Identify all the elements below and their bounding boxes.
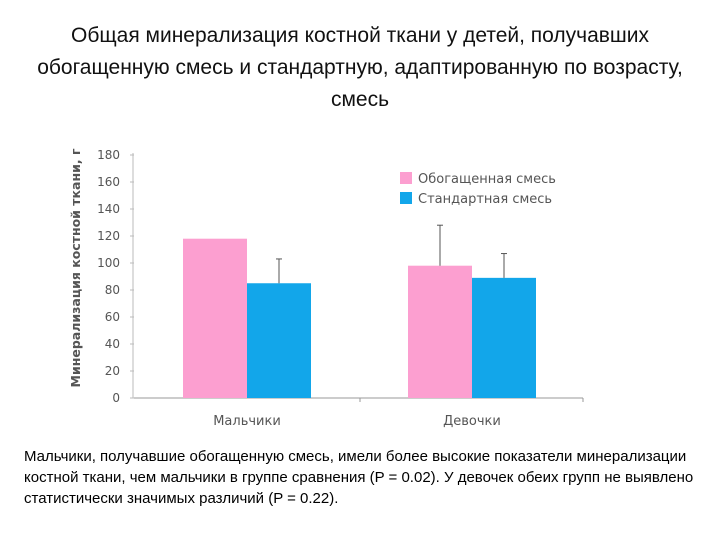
y-tick-label: 120 <box>97 229 120 243</box>
x-tick-label: Мальчики <box>213 414 281 429</box>
bar-enriched-1 <box>408 265 472 398</box>
bar-chart: Минерализация костной ткани, г 0 20 40 60 80… <box>68 148 584 429</box>
x-tick-label: Девочки <box>443 414 501 429</box>
y-tick-label: 40 <box>105 337 120 351</box>
bar-enriched-0 <box>183 238 247 398</box>
y-tick-label: 160 <box>97 175 120 189</box>
y-tick-label: 80 <box>105 283 120 297</box>
bar-standard-0 <box>247 283 311 398</box>
y-tick-label: 20 <box>105 364 120 378</box>
legend-label: Стандартная смесь <box>418 192 552 207</box>
legend-swatch <box>400 172 412 184</box>
page-title: Общая минерализация костной ткани у дете… <box>37 24 683 111</box>
bar-standard-1 <box>472 277 536 398</box>
y-tick-label: 100 <box>97 256 120 270</box>
legend-swatch <box>400 192 412 204</box>
y-tick-label: 0 <box>112 391 120 405</box>
y-axis-label: Минерализация костной ткани, г <box>68 148 83 387</box>
legend-label: Обогащенная смесь <box>418 172 556 187</box>
y-tick-label: 60 <box>105 310 120 324</box>
y-tick-label: 180 <box>97 148 120 162</box>
y-tick-label: 140 <box>97 202 120 216</box>
caption-text: Мальчики, получавшие обогащенную смесь, … <box>24 448 694 507</box>
